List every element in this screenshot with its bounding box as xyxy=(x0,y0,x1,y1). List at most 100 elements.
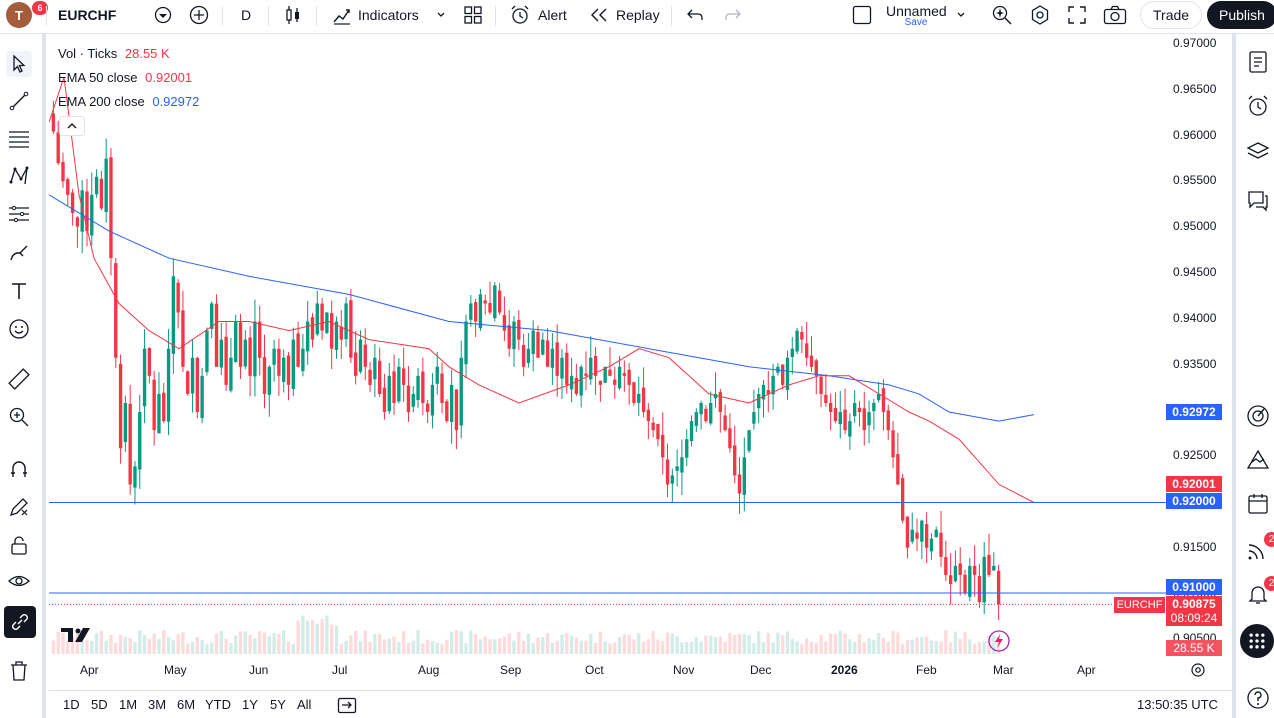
publish-button[interactable]: Publish xyxy=(1207,1,1274,29)
apps-menu-grid-icon[interactable] xyxy=(1240,624,1274,658)
candle-body xyxy=(483,300,487,304)
candle-body xyxy=(306,321,310,352)
hide-drawings-eye-icon[interactable] xyxy=(6,568,32,594)
interval-selector[interactable]: D xyxy=(241,7,252,23)
ema200-legend[interactable]: EMA 200 close 0.92972 xyxy=(58,94,199,109)
candlestick-series xyxy=(51,100,1001,620)
user-avatar[interactable]: T 6 xyxy=(6,1,48,28)
range-button-1m[interactable]: 1M xyxy=(119,697,138,712)
candle-body xyxy=(742,457,746,495)
volume-bar xyxy=(646,639,651,654)
replay-label: Replay xyxy=(616,7,660,23)
object-tree-layers-icon[interactable] xyxy=(1244,138,1272,166)
right-sidebar: 2 2 xyxy=(1232,34,1274,718)
range-button-ytd[interactable]: YTD xyxy=(205,697,231,712)
ema50-legend[interactable]: EMA 50 close 0.92001 xyxy=(58,70,192,85)
compare-add-icon[interactable] xyxy=(189,0,209,30)
candle-body xyxy=(363,344,367,367)
cursor-tool-icon[interactable] xyxy=(6,51,32,77)
time-axis-label: Apr xyxy=(80,663,99,677)
sync-drawings-link-icon[interactable] xyxy=(4,606,36,638)
snapshot-camera-icon[interactable] xyxy=(1103,0,1127,30)
layout-name-button[interactable]: Unnamed Save xyxy=(886,3,947,28)
trading-panel-icon[interactable] xyxy=(1244,446,1272,474)
symbol-flag-icon[interactable] xyxy=(154,0,172,30)
technicals-gauge-icon[interactable] xyxy=(1244,402,1272,430)
candle-body xyxy=(181,310,185,367)
calendar-icon[interactable] xyxy=(1244,490,1272,518)
volume-bar xyxy=(104,640,108,654)
volume-bar xyxy=(377,634,382,654)
chart-type-candles-icon[interactable] xyxy=(284,0,302,30)
time-axis-label: Sep xyxy=(500,663,522,677)
layout-checkbox-icon[interactable] xyxy=(852,0,872,30)
candle-body xyxy=(162,392,166,422)
go-to-date-icon[interactable] xyxy=(337,696,357,717)
measure-ruler-icon[interactable] xyxy=(6,366,32,392)
clock-time[interactable]: 13:50:35 UTC xyxy=(1137,697,1218,712)
pattern-tool-icon[interactable] xyxy=(6,163,32,189)
range-button-5d[interactable]: 5D xyxy=(91,697,108,712)
trade-button[interactable]: Trade xyxy=(1140,1,1203,29)
notifications-bell-icon[interactable]: 2 xyxy=(1244,576,1274,608)
watchlist-icon[interactable] xyxy=(1244,48,1272,76)
volume-bar xyxy=(421,643,425,654)
collapse-legend-chevron-up-icon[interactable] xyxy=(59,116,85,136)
range-button-6m[interactable]: 6M xyxy=(177,697,196,712)
redo-icon[interactable] xyxy=(724,0,742,30)
tradingview-logo-icon xyxy=(61,628,90,642)
candle-body xyxy=(920,520,924,542)
trend-line-tool-icon[interactable] xyxy=(6,88,32,114)
alert-button[interactable]: Alert xyxy=(510,0,567,30)
fib-retracement-tool-icon[interactable] xyxy=(6,126,32,152)
candle-body xyxy=(838,412,842,425)
range-button-5y[interactable]: 5Y xyxy=(270,697,286,712)
fullscreen-icon[interactable] xyxy=(1068,0,1086,30)
symbol-search[interactable]: EURCHF xyxy=(58,7,117,23)
volume-bar xyxy=(258,631,262,654)
volume-bar xyxy=(694,637,699,654)
range-button-1d[interactable]: 1D xyxy=(63,697,80,712)
range-button-1y[interactable]: 1Y xyxy=(242,697,258,712)
brush-tool-icon[interactable] xyxy=(6,240,32,266)
indicators-dropdown-chevron-icon[interactable] xyxy=(436,0,446,30)
delete-trash-icon[interactable] xyxy=(6,658,32,684)
lock-drawings-icon[interactable] xyxy=(6,532,32,558)
help-question-icon[interactable] xyxy=(1244,684,1272,712)
axis-settings-gear-icon[interactable] xyxy=(1190,662,1206,681)
range-button-3m[interactable]: 3M xyxy=(148,697,167,712)
candle-body xyxy=(61,161,65,182)
volume-bar xyxy=(349,635,353,654)
emoji-tool-icon[interactable] xyxy=(6,316,32,342)
quick-search-icon[interactable] xyxy=(991,0,1013,30)
candle-body xyxy=(224,336,228,385)
volume-bar xyxy=(392,636,396,654)
replay-button[interactable]: Replay xyxy=(590,0,660,30)
stay-in-drawing-mode-icon[interactable] xyxy=(6,494,32,520)
time-axis-label: Dec xyxy=(750,663,772,677)
indicators-button[interactable]: Indicators xyxy=(332,0,419,30)
settings-gear-icon[interactable] xyxy=(1030,0,1050,30)
volume-bar xyxy=(51,640,56,654)
range-button-all[interactable]: All xyxy=(297,697,312,712)
alerts-clock-icon[interactable] xyxy=(1244,92,1272,120)
price-chart[interactable] xyxy=(49,36,1232,690)
candle-body xyxy=(75,217,80,227)
volume-bar xyxy=(353,630,358,654)
ideas-stream-icon[interactable]: 2 xyxy=(1244,532,1274,564)
volume-bar xyxy=(661,641,665,654)
undo-icon[interactable] xyxy=(686,0,704,30)
volume-legend[interactable]: Vol · Ticks 28.55 K xyxy=(58,46,170,61)
divider xyxy=(46,6,47,26)
divider xyxy=(495,6,496,26)
candle-body xyxy=(238,322,243,367)
forecasting-tool-icon[interactable] xyxy=(6,201,32,227)
templates-grid-icon[interactable] xyxy=(463,0,483,30)
text-tool-icon[interactable] xyxy=(6,278,32,304)
volume-bar xyxy=(565,632,569,654)
candle-body xyxy=(440,373,444,403)
layout-dropdown-chevron-icon[interactable] xyxy=(956,0,966,30)
zoom-in-icon[interactable] xyxy=(6,404,32,430)
chats-icon[interactable] xyxy=(1244,186,1272,214)
magnet-icon[interactable] xyxy=(6,456,32,482)
